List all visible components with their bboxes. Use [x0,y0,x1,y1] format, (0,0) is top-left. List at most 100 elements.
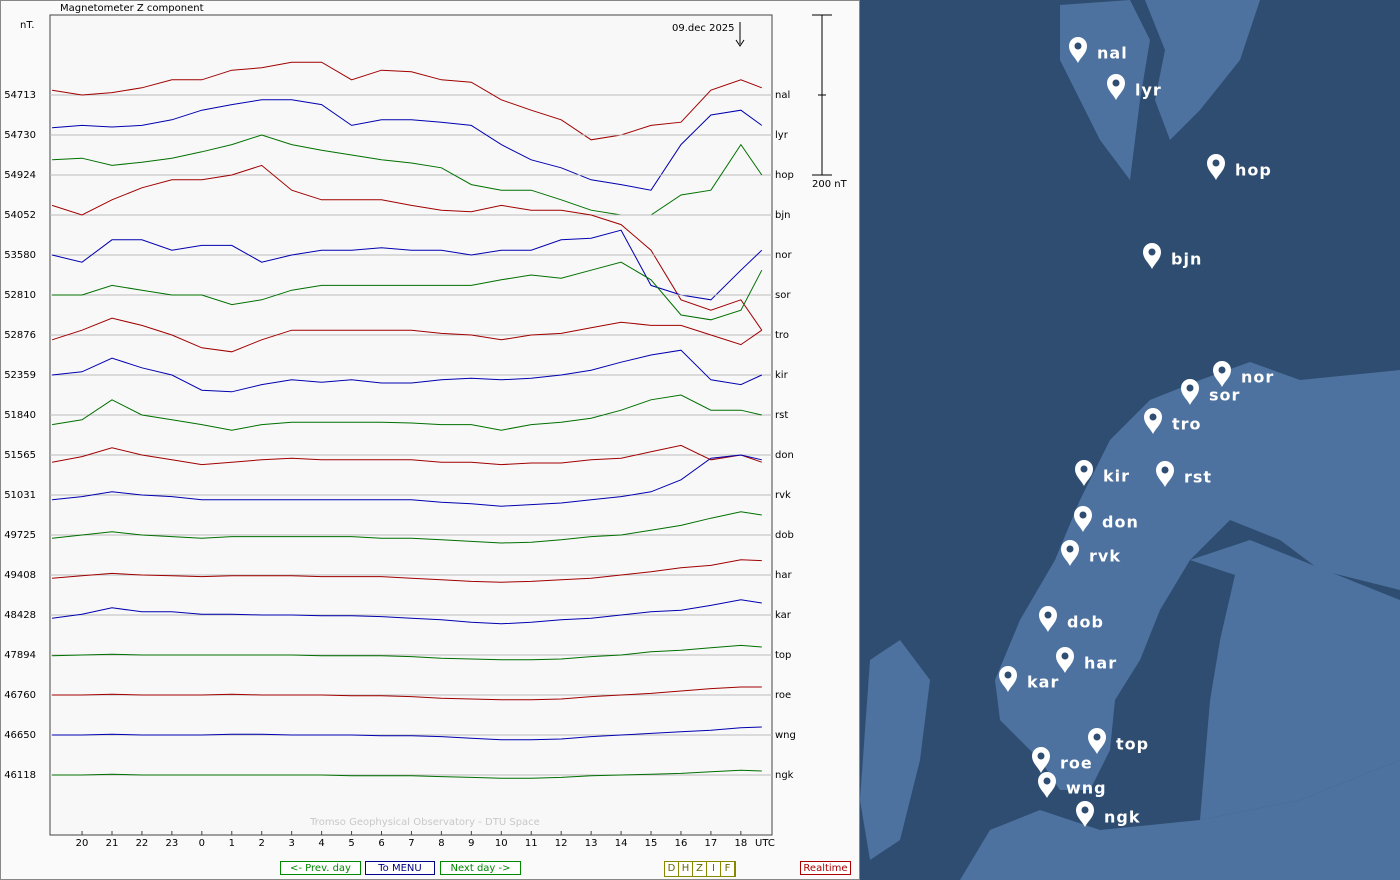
menu-button[interactable]: To MENU [365,861,435,875]
date: 09.dec 2025 [672,23,735,34]
station-label: hop [775,170,794,181]
land [1145,0,1260,140]
x-tick-label: 22 [136,838,149,849]
x-tick-label: 14 [615,838,628,849]
trace [52,454,762,507]
map-pin [1038,772,1056,798]
x-tick-label: 0 [199,838,205,849]
x-tick-label: 18 [734,838,747,849]
station-label: rvk [775,490,791,501]
x-tick-label: 6 [378,838,384,849]
baseline-label: 54713 [4,90,36,101]
component-button[interactable]: Z [693,862,707,876]
component-button[interactable]: H [679,862,693,876]
x-tick-label: 2 [259,838,265,849]
baseline-label: 48428 [4,610,36,621]
map-pin-dot [1044,611,1052,619]
trace [51,317,763,353]
prev-day-button[interactable]: <- Prev. day [280,861,361,875]
baseline-label: 53580 [4,250,36,261]
x-tick-label: 7 [408,838,414,849]
map-pin-dot [1079,511,1087,519]
map-pin-dot [1161,466,1169,474]
x-tick-label: 1 [229,838,235,849]
map-pin [1207,154,1225,180]
x-tick-label: 11 [525,838,538,849]
map-station-label: hop [1235,161,1272,180]
map-pin [1032,747,1050,773]
next-day-button[interactable]: Next day -> [440,861,521,875]
x-tick-label: 23 [166,838,179,849]
trace [52,686,762,701]
trace [52,599,762,625]
map-pin-dot [1004,671,1012,679]
map-pin [1143,243,1161,269]
land [860,640,930,860]
baseline-label: 49725 [4,530,36,541]
map-pin-dot [1112,79,1120,87]
scale-bar-label: 200 nT [812,179,848,190]
map-pin-dot [1061,652,1069,660]
station-label: ngk [775,770,794,781]
map-pin [1075,460,1093,486]
station-label: har [775,570,792,581]
x-tick-label: 13 [585,838,598,849]
trace [52,559,762,583]
baseline-label: 54730 [4,130,36,141]
map-station-label: dob [1067,613,1104,632]
baseline-label: 46760 [4,690,36,701]
station-label: don [775,450,794,461]
map-pin-dot [1149,413,1157,421]
x-tick-label: 16 [675,838,688,849]
land [1190,540,1400,820]
x-tick-label: 21 [106,838,119,849]
station-label: kir [775,370,789,381]
map-station-label: nal [1097,44,1128,63]
x-tick-label: 9 [468,838,474,849]
realtime-button[interactable]: Realtime [800,861,851,875]
baseline-label: 51840 [4,410,36,421]
map-pin-dot [1186,384,1194,392]
x-tick-label: 10 [495,838,508,849]
trace [52,61,762,141]
map-pin-dot [1066,545,1074,553]
map-station-label: kir [1103,467,1130,486]
x-tick-label: 3 [288,838,294,849]
baseline-label: 49408 [4,570,36,581]
x-tick-label: 5 [348,838,354,849]
land [995,362,1400,790]
component-button[interactable]: I [707,862,721,876]
station-label: roe [775,690,791,701]
map-pin-dot [1043,777,1051,785]
map-pin [1156,461,1174,487]
map-station-label: wng [1066,779,1107,798]
baseline-label: 47894 [4,650,36,661]
component-button[interactable]: F [721,862,735,876]
baseline-label: 54924 [4,170,36,181]
map-pin-dot [1218,366,1226,374]
station-label: nal [775,90,790,101]
station-label: top [775,650,791,661]
station-label: tro [775,330,789,341]
map-station-label: har [1084,654,1117,673]
map-station-label: top [1116,735,1149,754]
trace [52,511,762,544]
map-pin [1181,379,1199,405]
component-button[interactable]: D [665,862,679,876]
station-label: lyr [775,130,789,141]
map-station-label: tro [1172,415,1202,434]
x-tick-label: 12 [555,838,568,849]
map-pin [999,666,1017,692]
x-tick-label: 4 [318,838,324,849]
land [960,760,1400,880]
map-pin [1056,647,1074,673]
trace [52,726,762,741]
plot-area [49,14,773,836]
station-label: sor [775,290,791,301]
baseline-label: 52810 [4,290,36,301]
station-label: bjn [775,210,790,221]
map-station-label: bjn [1171,250,1202,269]
